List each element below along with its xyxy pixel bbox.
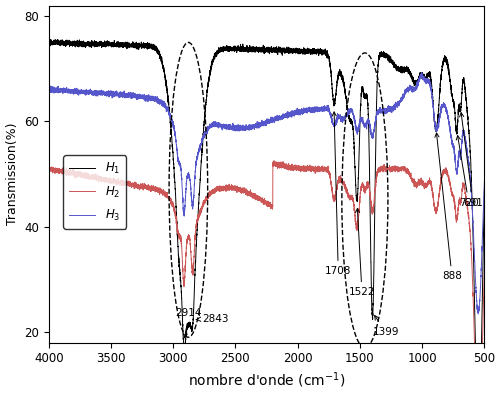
Text: 1399: 1399 xyxy=(372,316,399,337)
$H_1$ xyxy=(219,46,225,51)
$H_3$ xyxy=(210,124,216,128)
$H_2$ xyxy=(160,190,166,194)
$H_1$ xyxy=(341,81,347,86)
Legend: $H_1$, $H_2$, $H_3$: $H_1$, $H_2$, $H_3$ xyxy=(63,155,126,229)
$H_3$ xyxy=(69,89,75,93)
Text: 1522: 1522 xyxy=(349,209,375,297)
Line: $H_1$: $H_1$ xyxy=(49,40,484,396)
$H_2$ xyxy=(210,187,216,192)
Y-axis label: Transmission(%): Transmission(%) xyxy=(6,123,19,225)
$H_2$ xyxy=(257,197,263,202)
$H_3$ xyxy=(341,117,347,122)
Text: 2843: 2843 xyxy=(196,314,228,324)
$H_2$ xyxy=(219,185,225,190)
$H_3$ xyxy=(46,88,52,93)
$H_3$ xyxy=(219,125,225,129)
$H_1$ xyxy=(69,41,75,46)
Line: $H_2$: $H_2$ xyxy=(49,161,484,396)
$H_3$ xyxy=(481,179,487,184)
$H_1$ xyxy=(257,47,263,52)
$H_2$ xyxy=(46,167,52,172)
$H_3$ xyxy=(257,120,263,125)
$H_1$ xyxy=(481,188,487,192)
Text: 2914: 2914 xyxy=(176,308,202,338)
Line: $H_3$: $H_3$ xyxy=(49,72,484,314)
Text: 691: 691 xyxy=(459,112,483,208)
Text: 720: 720 xyxy=(456,135,478,208)
$H_1$ xyxy=(46,37,52,42)
Text: 540: 540 xyxy=(0,395,1,396)
$H_3$ xyxy=(160,99,166,104)
$H_2$ xyxy=(271,158,277,163)
Text: 888: 888 xyxy=(435,133,462,282)
$H_1$ xyxy=(210,57,216,62)
Text: 1708: 1708 xyxy=(325,112,351,276)
$H_2$ xyxy=(341,182,347,187)
$H_2$ xyxy=(481,266,487,270)
$H_2$ xyxy=(69,172,75,177)
$H_3$ xyxy=(419,70,425,75)
$H_3$ xyxy=(475,312,481,316)
$H_1$ xyxy=(46,38,52,42)
$H_1$ xyxy=(160,63,166,68)
X-axis label: nombre d'onde (cm$^{-1}$): nombre d'onde (cm$^{-1}$) xyxy=(188,371,345,390)
